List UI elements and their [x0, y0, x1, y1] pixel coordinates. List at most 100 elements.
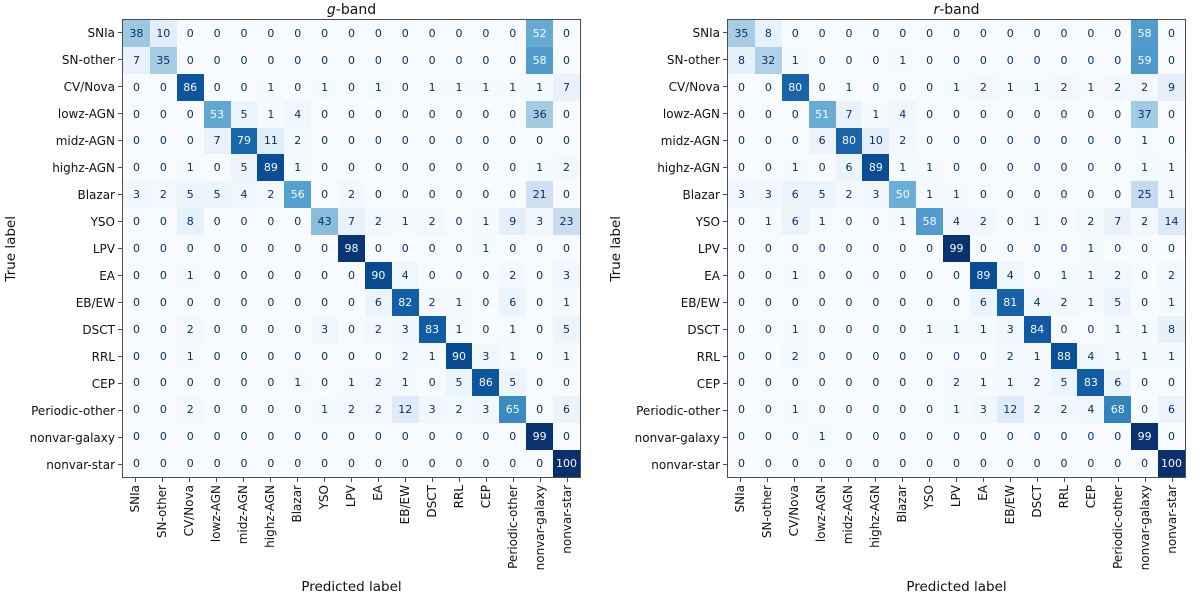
matrix-cell: 0	[728, 342, 755, 370]
y-tick-label: YSO	[30, 208, 122, 235]
matrix-cell: 1	[969, 369, 997, 397]
matrix-cell: 0	[364, 100, 392, 128]
matrix-cell: 0	[123, 73, 150, 101]
matrix-cell: 0	[418, 450, 446, 477]
x-tick-label-text: SN-other	[154, 485, 169, 539]
matrix-cell: 0	[364, 450, 392, 477]
matrix-cell: 0	[230, 342, 258, 370]
matrix-cell: 6	[364, 288, 392, 316]
matrix-cell: 0	[728, 315, 755, 343]
matrix-cell: 0	[149, 73, 177, 101]
matrix-cell: 1	[1050, 261, 1078, 289]
matrix-cell: 0	[754, 261, 782, 289]
matrix-cell: 0	[311, 154, 339, 182]
matrix-cell: 1	[1131, 315, 1159, 343]
matrix-cell: 0	[338, 342, 365, 370]
matrix-cell: 7	[203, 127, 231, 155]
matrix-cell: 1	[526, 73, 554, 101]
matrix-cell: 0	[943, 450, 970, 477]
matrix-cell: 5	[1104, 288, 1132, 316]
x-tick-label-text: Periodic-other	[1110, 485, 1125, 569]
matrix-cell: 1	[176, 154, 204, 182]
matrix-cell: 0	[445, 208, 473, 236]
matrix-cell: 2	[1050, 73, 1078, 101]
matrix-cell: 2	[176, 315, 204, 343]
matrix-cell: 2	[1104, 261, 1132, 289]
matrix-cell: 0	[916, 73, 944, 101]
matrix-cell: 3	[311, 315, 339, 343]
matrix-cell: 0	[996, 100, 1024, 128]
matrix-cell: 0	[553, 181, 580, 209]
matrix-cell: 0	[1023, 100, 1051, 128]
y-tick-label-text: DSCT	[82, 322, 115, 337]
matrix-cell: 0	[418, 100, 446, 128]
x-tick-mark	[1010, 478, 1011, 482]
matrix-cell: 0	[311, 127, 339, 155]
matrix-cell: 0	[916, 288, 944, 316]
matrix-cell: 90	[364, 261, 392, 289]
matrix-cell: 0	[149, 315, 177, 343]
matrix-cell: 9	[499, 208, 527, 236]
matrix-cell: 0	[284, 20, 312, 47]
matrix-cell: 1	[781, 154, 809, 182]
matrix-cell: 0	[728, 423, 755, 451]
matrix-cell: 0	[835, 315, 863, 343]
matrix-cell: 0	[364, 423, 392, 451]
x-tick-label-text: Blazar	[289, 485, 304, 523]
y-tick-mark	[118, 383, 122, 384]
matrix-cell: 0	[1023, 46, 1051, 74]
matrix-cell: 1	[889, 208, 917, 236]
matrix-cell: 0	[889, 235, 917, 262]
matrix-cell: 0	[835, 46, 863, 74]
matrix-cell: 0	[472, 100, 500, 128]
matrix-cell: 0	[149, 342, 177, 370]
x-tick-mark	[821, 478, 822, 482]
x-tick-label: LPV	[338, 478, 365, 577]
matrix-cell: 0	[553, 235, 580, 262]
matrix-cell: 0	[418, 235, 446, 262]
y-tick-label: EB/EW	[30, 289, 122, 316]
matrix-cell: 0	[553, 369, 580, 397]
matrix-cell: 0	[889, 20, 917, 47]
y-tick-label-text: nonvar-galaxy	[29, 430, 115, 445]
x-tick-mark	[956, 478, 957, 482]
matrix-cell: 0	[472, 288, 500, 316]
matrix-cell: 1	[472, 73, 500, 101]
matrix-cell: 0	[943, 423, 970, 451]
x-tick-mark	[162, 478, 163, 482]
matrix-cell: 0	[203, 154, 231, 182]
y-tick-mark	[723, 248, 727, 249]
matrix-cell: 1	[969, 315, 997, 343]
matrix-cell: 0	[472, 261, 500, 289]
y-tick-mark	[118, 32, 122, 33]
matrix-cell: 1	[916, 315, 944, 343]
matrix-cell: 2	[1050, 396, 1078, 424]
matrix-cell: 0	[391, 73, 419, 101]
matrix-cell: 0	[862, 450, 890, 477]
matrix-cell: 0	[391, 450, 419, 477]
matrix-cell: 0	[728, 235, 755, 262]
matrix-cell: 0	[943, 46, 970, 74]
matrix-cell: 0	[754, 342, 782, 370]
y-tick-label-text: SNIa	[692, 25, 721, 40]
matrix-cell: 0	[862, 315, 890, 343]
matrix-cell: 6	[781, 208, 809, 236]
matrix-cell: 0	[123, 235, 150, 262]
matrix-cell: 0	[149, 450, 177, 477]
matrix-cell: 0	[123, 127, 150, 155]
matrix-cell: 1	[889, 46, 917, 74]
x-tick-label-text: highz-AGN	[867, 485, 882, 548]
matrix-cell: 1	[1131, 127, 1159, 155]
matrix-cell: 12	[996, 396, 1024, 424]
matrix-cell: 2	[1158, 261, 1185, 289]
y-tick-label: YSO	[635, 208, 727, 235]
matrix-cell: 0	[808, 315, 836, 343]
matrix-cell: 2	[391, 342, 419, 370]
y-tick-labels: SNIa SN-other CV/Nova lowz-AGN midz-AGN highz…	[635, 19, 727, 478]
panel-r-band: r -band True label SNIa SN-other CV/Nova low…	[608, 0, 1186, 597]
matrix-cell: 21	[526, 181, 554, 209]
x-tick-label: midz-AGN	[835, 478, 862, 577]
y-tick-mark	[723, 86, 727, 87]
matrix-cell: 0	[889, 73, 917, 101]
matrix-cell: 0	[728, 154, 755, 182]
